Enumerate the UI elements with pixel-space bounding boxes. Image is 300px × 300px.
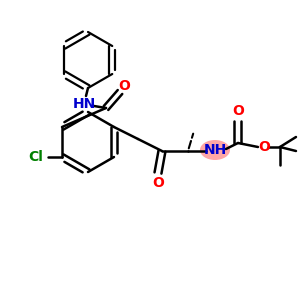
Ellipse shape xyxy=(200,140,230,160)
Text: O: O xyxy=(152,176,164,190)
Text: HN: HN xyxy=(72,97,96,111)
Text: O: O xyxy=(258,140,270,154)
Text: NH: NH xyxy=(203,143,226,157)
Text: Cl: Cl xyxy=(28,150,44,164)
Text: O: O xyxy=(232,104,244,118)
Text: O: O xyxy=(118,79,130,93)
